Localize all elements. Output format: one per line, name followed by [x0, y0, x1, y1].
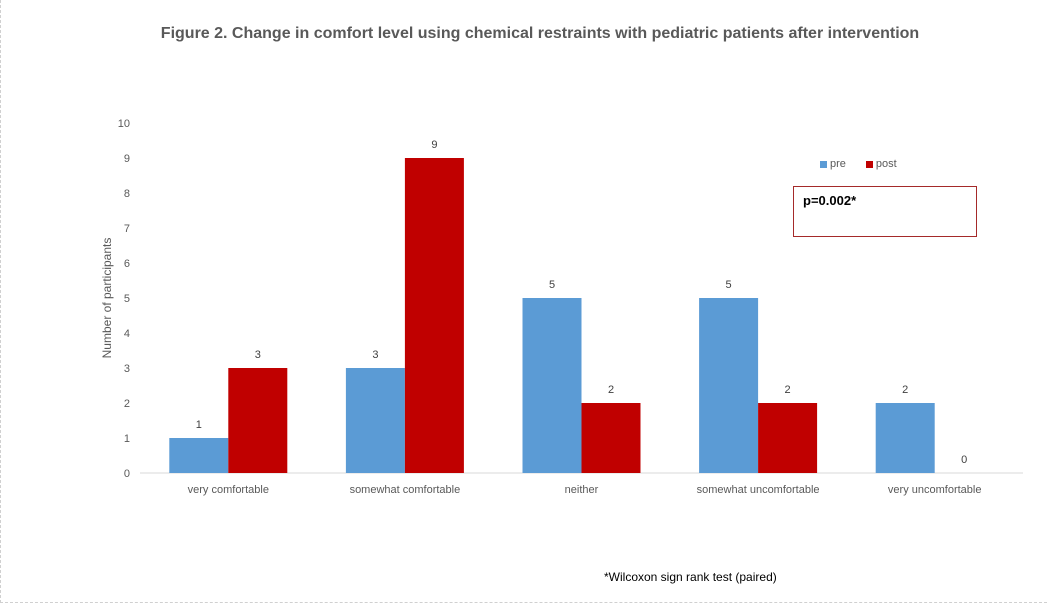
bar-pre — [875, 403, 935, 473]
p-value-box: p=0.002* — [793, 186, 977, 237]
y-tick-label: 4 — [124, 328, 130, 340]
data-label-post: 0 — [961, 454, 967, 466]
y-axis-title: Number of participants — [100, 238, 114, 359]
data-label-pre: 2 — [902, 384, 908, 396]
legend-item-pre: pre — [820, 158, 846, 170]
y-tick-label: 2 — [124, 398, 130, 410]
data-label-post: 3 — [255, 349, 261, 361]
y-tick-label: 5 — [124, 293, 130, 305]
legend-swatch-pre — [820, 160, 827, 168]
y-tick-label: 6 — [124, 258, 130, 270]
p-value-text: p=0.002* — [803, 193, 857, 208]
bar-post — [758, 403, 818, 473]
x-tick-label: somewhat comfortable — [350, 484, 461, 496]
data-label-post: 2 — [608, 384, 614, 396]
x-tick-label: neither — [565, 484, 599, 496]
legend: pre post — [820, 158, 897, 170]
legend-swatch-post — [865, 160, 873, 168]
y-tick-label: 3 — [124, 363, 130, 375]
bar-pre — [345, 368, 405, 473]
chart-title: Figure 2. Change in comfort level using … — [160, 25, 920, 42]
bar-pre — [522, 298, 582, 473]
bar-post — [228, 368, 288, 473]
y-tick-label: 10 — [118, 118, 130, 130]
x-tick-label: very uncomfortable — [888, 484, 982, 496]
x-tick-label: very comfortable — [188, 484, 269, 496]
data-label-pre: 5 — [549, 279, 555, 291]
x-tick-label: somewhat uncomfortable — [697, 484, 820, 496]
footnote: *Wilcoxon sign rank test (paired) — [604, 570, 777, 584]
data-label-pre: 3 — [372, 349, 378, 361]
bar-post — [404, 158, 464, 473]
bar-pre — [169, 438, 229, 473]
data-label-post: 2 — [785, 384, 791, 396]
y-tick-label: 8 — [124, 188, 130, 200]
bar-pre — [699, 298, 759, 473]
legend-label-post: post — [875, 158, 897, 170]
y-tick-label: 1 — [124, 433, 130, 445]
legend-item-post: post — [865, 158, 897, 170]
data-label-pre: 1 — [196, 419, 202, 431]
y-tick-label: 0 — [124, 468, 130, 480]
bar-post — [581, 403, 641, 473]
legend-label-pre: pre — [830, 158, 846, 170]
data-label-post: 9 — [431, 139, 437, 151]
y-tick-label: 9 — [124, 153, 130, 165]
data-label-pre: 5 — [726, 279, 732, 291]
y-tick-label: 7 — [124, 223, 130, 235]
